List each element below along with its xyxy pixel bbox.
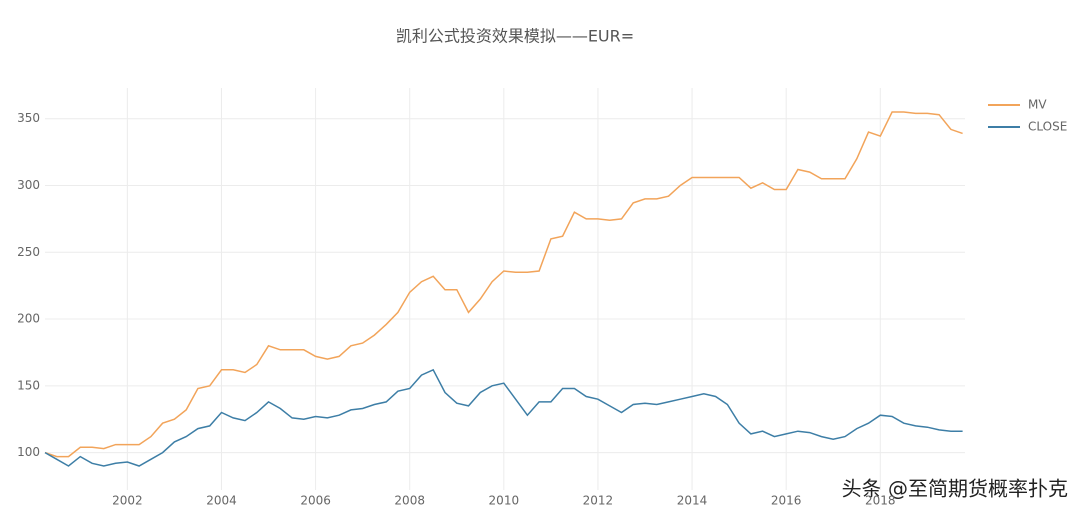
legend-label: MV xyxy=(1028,98,1047,112)
line xyxy=(44,111,963,458)
x-tick-label: 2002 xyxy=(112,494,143,508)
y-tick-label: 200 xyxy=(17,312,40,326)
x-tick-label: 2010 xyxy=(489,494,520,508)
y-tick-label: 300 xyxy=(17,178,40,192)
y-tick-label: 250 xyxy=(17,245,40,259)
x-tick-label: 2006 xyxy=(300,494,331,508)
x-tick-label: 2018 xyxy=(865,494,896,508)
y-tick-label: 150 xyxy=(17,378,40,392)
chart-title: 凯利公式投资效果模拟——EUR= xyxy=(396,27,634,46)
line xyxy=(44,368,963,467)
y-tick-label: 100 xyxy=(17,445,40,459)
x-tick-label: 2012 xyxy=(583,494,614,508)
x-tick-label: 2008 xyxy=(394,494,425,508)
y-tick-label: 350 xyxy=(17,111,40,125)
x-tick-label: 2014 xyxy=(677,494,708,508)
x-tick-label: 2004 xyxy=(206,494,237,508)
legend-label: CLOSE xyxy=(1028,120,1067,134)
watermark: 头条 @至简期货概率扑克 xyxy=(842,477,1068,501)
x-tick-label: 2016 xyxy=(771,494,802,508)
